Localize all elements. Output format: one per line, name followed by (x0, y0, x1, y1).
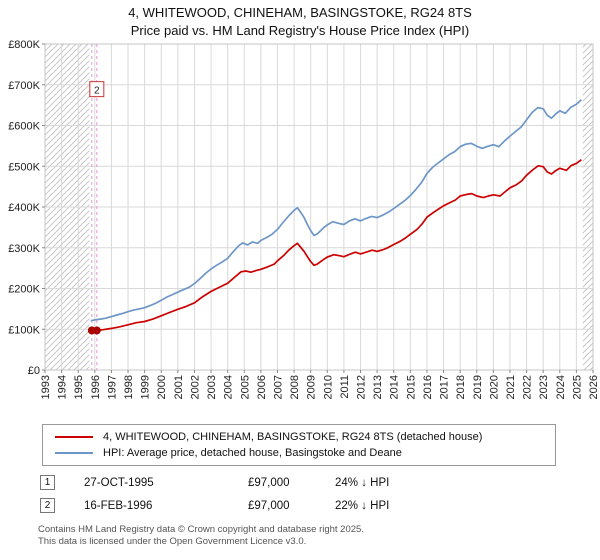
x-axis-tick-label: 2012 (356, 375, 368, 399)
transaction-vs-hpi: 22% ↓ HPI (335, 499, 390, 512)
price-paid-line (91, 159, 582, 332)
y-axis-tick-label: £500K (8, 161, 40, 173)
x-axis-tick-label: 2001 (173, 375, 185, 399)
legend-label-hpi: HPI: Average price, detached house, Basi… (103, 447, 402, 459)
hpi-line-swatch (55, 452, 93, 454)
x-axis-tick-label: 2019 (472, 375, 484, 399)
legend-label-price-paid: 4, WHITEWOOD, CHINEHAM, BASINGSTOKE, RG2… (103, 431, 483, 443)
y-axis-tick-label: £300K (8, 243, 40, 255)
x-axis-tick-label: 2007 (272, 375, 284, 399)
x-axis-tick-label: 2006 (256, 375, 268, 399)
x-axis-tick-label: 2026 (588, 375, 600, 399)
legend-item-hpi: HPI: Average price, detached house, Basi… (55, 445, 549, 461)
x-axis-tick-label: 2014 (389, 375, 401, 399)
x-axis-tick-label: 1997 (106, 375, 118, 399)
price-paid-line-swatch (55, 436, 93, 438)
sale-point-marker (92, 326, 101, 335)
x-axis-tick-label: 1999 (140, 375, 152, 399)
price-chart: 2 £0 £100K £200K £300K £400K £500K £600K £700K £8… (8, 39, 600, 399)
transaction-row: 1 27-OCT-1995 £97,000 24% ↓ HPI (40, 471, 580, 494)
x-axis-tick-label: 2003 (206, 375, 218, 399)
transaction-row: 2 16-FEB-1996 £97,000 22% ↓ HPI (40, 494, 580, 517)
x-axis-tick-label: 2020 (488, 375, 500, 399)
x-axis-tick-label: 2004 (223, 375, 235, 399)
transaction-price: £97,000 (248, 499, 290, 512)
y-axis-tick-label: £200K (8, 284, 40, 296)
x-axis-tick-label: 1993 (40, 375, 52, 399)
transaction-date: 27-OCT-1995 (84, 476, 154, 489)
legend: 4, WHITEWOOD, CHINEHAM, BASINGSTOKE, RG2… (42, 424, 556, 466)
transactions-table: 1 27-OCT-1995 £97,000 24% ↓ HPI 2 16-FEB… (40, 471, 580, 517)
y-axis-tick-label: £0 (28, 365, 40, 377)
x-axis-tick-label: 2021 (505, 375, 517, 399)
transaction-price: £97,000 (248, 476, 290, 489)
page-subtitle: Price paid vs. HM Land Registry's House … (130, 23, 470, 38)
license-footer: Contains HM Land Registry data © Crown c… (38, 524, 590, 547)
transaction-date: 16-FEB-1996 (84, 499, 153, 512)
x-axis-tick-label: 2022 (522, 375, 534, 399)
x-axis-tick-label: 2018 (455, 375, 467, 399)
x-axis-tick-label: 1994 (57, 375, 69, 399)
annotation-label: 2 (94, 86, 100, 97)
x-axis-tick-label: 2002 (189, 375, 201, 399)
x-axis-tick-label: 2017 (439, 375, 451, 399)
y-axis-tick-label: £700K (8, 80, 40, 92)
x-axis-tick-label: 2024 (555, 375, 567, 399)
footer-line-2: This data is licensed under the Open Gov… (38, 535, 307, 547)
transaction-number-badge: 2 (40, 498, 55, 513)
transaction-number-badge: 1 (40, 475, 55, 490)
footer-line-1: Contains HM Land Registry data © Crown c… (38, 524, 364, 535)
x-axis-tick-label: 2005 (239, 375, 251, 399)
y-axis-tick-label: £400K (8, 202, 40, 214)
x-axis-tick-label: 2016 (422, 375, 434, 399)
x-axis-tick-label: 2011 (339, 375, 351, 399)
y-axis-tick-label: £100K (8, 324, 40, 336)
x-axis-tick-label: 2008 (289, 375, 301, 399)
x-axis-tick-label: 1995 (73, 375, 85, 399)
x-axis-tick-label: 1996 (90, 375, 102, 399)
hpi-line (90, 99, 582, 322)
annotation-box (89, 81, 105, 98)
legend-item-price-paid: 4, WHITEWOOD, CHINEHAM, BASINGSTOKE, RG2… (55, 429, 549, 445)
x-axis-tick-label: 2023 (538, 375, 550, 399)
page-title: 4, WHITEWOOD, CHINEHAM, BASINGSTOKE, RG2… (128, 5, 472, 20)
x-axis-tick-label: 2025 (571, 375, 583, 399)
x-axis-tick-label: 2013 (372, 375, 384, 399)
transaction-vs-hpi: 24% ↓ HPI (335, 476, 390, 489)
x-axis-tick-label: 2010 (322, 375, 334, 399)
x-axis-tick-label: 1998 (123, 375, 135, 399)
x-axis-tick-label: 2015 (405, 375, 417, 399)
x-axis-tick-label: 2009 (306, 375, 318, 399)
y-axis-tick-label: £600K (8, 121, 40, 133)
x-axis-tick-label: 2000 (156, 375, 168, 399)
y-axis-tick-label: £800K (8, 39, 40, 51)
